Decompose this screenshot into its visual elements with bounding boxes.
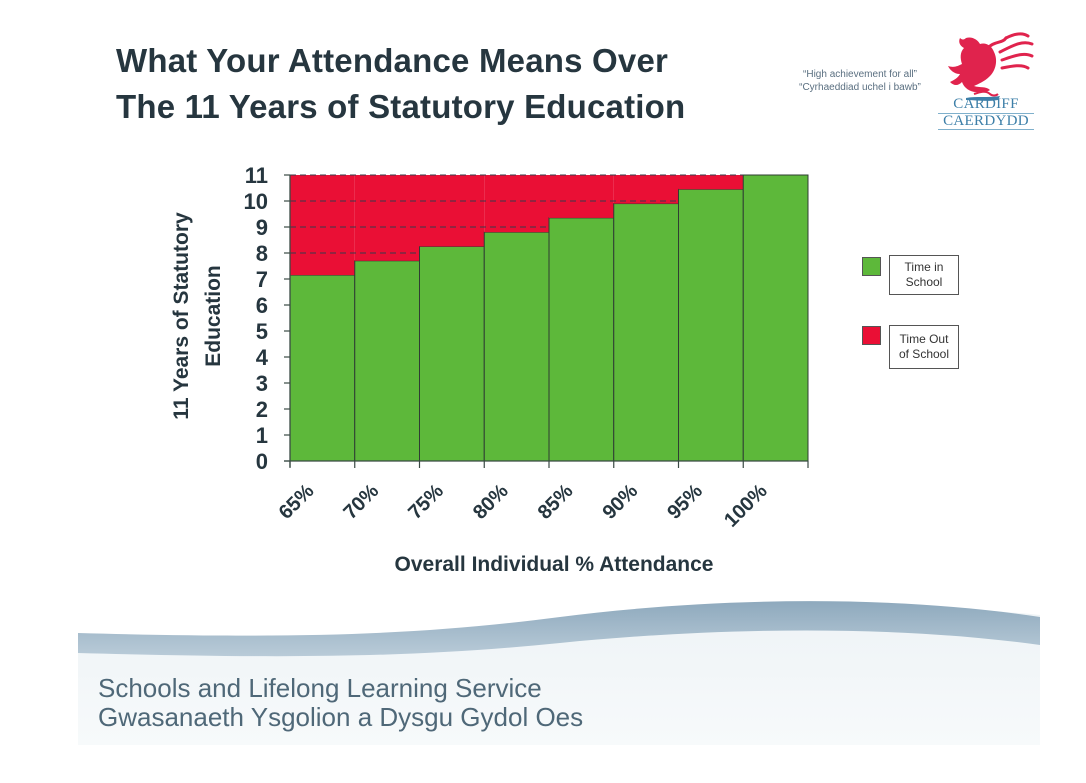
x-axis-title: Overall Individual % Attendance xyxy=(395,553,714,576)
y-tick-label: 3 xyxy=(256,371,268,396)
bar-time-out-of-school xyxy=(290,175,355,276)
motto-welsh: “Cyrhaeddiad uchel i bawb” xyxy=(799,82,921,93)
legend-text: of School xyxy=(898,347,950,361)
x-tick-label: 65% xyxy=(275,480,319,524)
bar-time-in-school xyxy=(483,231,550,462)
x-tick-label: 100% xyxy=(720,480,772,532)
plot-axes xyxy=(284,174,809,468)
y-tick-label: 1 xyxy=(256,423,268,448)
logo-text-cardiff: CARDIFF xyxy=(953,96,1019,112)
page-title: What Your Attendance Means Over The 11 Y… xyxy=(116,38,685,130)
footer-line-welsh: Gwasanaeth Ysgolion a Dysgu Gydol Oes xyxy=(98,702,584,732)
y-tick-label: 11 xyxy=(245,163,268,188)
y-tick-label: 4 xyxy=(256,345,269,370)
y-axis-title-line-2: Education xyxy=(202,265,225,367)
legend-text: Time Out xyxy=(899,332,949,346)
bar-time-out-of-school xyxy=(613,175,679,204)
plot-grid xyxy=(290,174,744,254)
x-tick-label: 85% xyxy=(534,480,578,524)
legend-label-out-of-school: Time Out of School xyxy=(889,325,959,369)
y-tick-label: 0 xyxy=(256,449,268,474)
y-tick-label: 8 xyxy=(256,241,268,266)
bar-time-out-of-school xyxy=(549,175,614,218)
y-tick-label: 9 xyxy=(256,215,268,240)
y-tick-label: 10 xyxy=(244,189,268,214)
y-axis-title-line-1: 11 Years of Statutory xyxy=(170,212,193,420)
x-tick-label: 80% xyxy=(469,480,513,524)
legend-text: School xyxy=(905,275,943,289)
title-line-2: The 11 Years of Statutory Education xyxy=(116,88,686,125)
legend-swatch-in-school xyxy=(862,257,881,276)
x-tick-label: 70% xyxy=(339,480,383,524)
x-tick-label: 75% xyxy=(404,480,448,524)
footer-service-name: Schools and Lifelong Learning Service Gw… xyxy=(98,674,583,732)
footer-wave xyxy=(78,601,1040,745)
bar-time-in-school xyxy=(419,246,485,462)
plot-bars xyxy=(289,174,809,462)
legend-text: Time in xyxy=(904,260,944,274)
legend-swatch-out-of-school xyxy=(862,326,881,345)
legend-label-in-school: Time in School xyxy=(889,255,959,295)
welsh-dragon-icon xyxy=(948,32,1034,101)
title-line-1: What Your Attendance Means Over xyxy=(116,42,669,79)
footer-line-english: Schools and Lifelong Learning Service xyxy=(98,673,542,703)
bar-time-in-school xyxy=(742,174,809,462)
bar-time-out-of-school xyxy=(354,175,420,261)
bar-time-out-of-school xyxy=(419,175,485,247)
bar-time-in-school xyxy=(678,188,744,462)
bar-time-in-school xyxy=(613,203,679,462)
x-tick-label: 95% xyxy=(663,480,707,524)
bar-time-out-of-school xyxy=(678,175,744,190)
motto-english: “High achievement for all” xyxy=(803,69,917,80)
y-tick-label: 5 xyxy=(256,319,268,344)
bar-time-in-school xyxy=(354,260,420,462)
logo-text-caerdydd: CAERDYDD xyxy=(938,113,1034,130)
y-tick-label: 6 xyxy=(256,293,268,318)
y-tick-label: 7 xyxy=(256,267,268,292)
bar-time-in-school xyxy=(289,274,356,462)
bar-time-out-of-school xyxy=(484,175,549,233)
motto: “High achievement for all” “Cyrhaeddiad … xyxy=(780,68,940,94)
y-tick-label: 2 xyxy=(256,397,268,422)
bar-time-in-school xyxy=(548,217,615,462)
x-tick-label: 90% xyxy=(598,480,642,524)
